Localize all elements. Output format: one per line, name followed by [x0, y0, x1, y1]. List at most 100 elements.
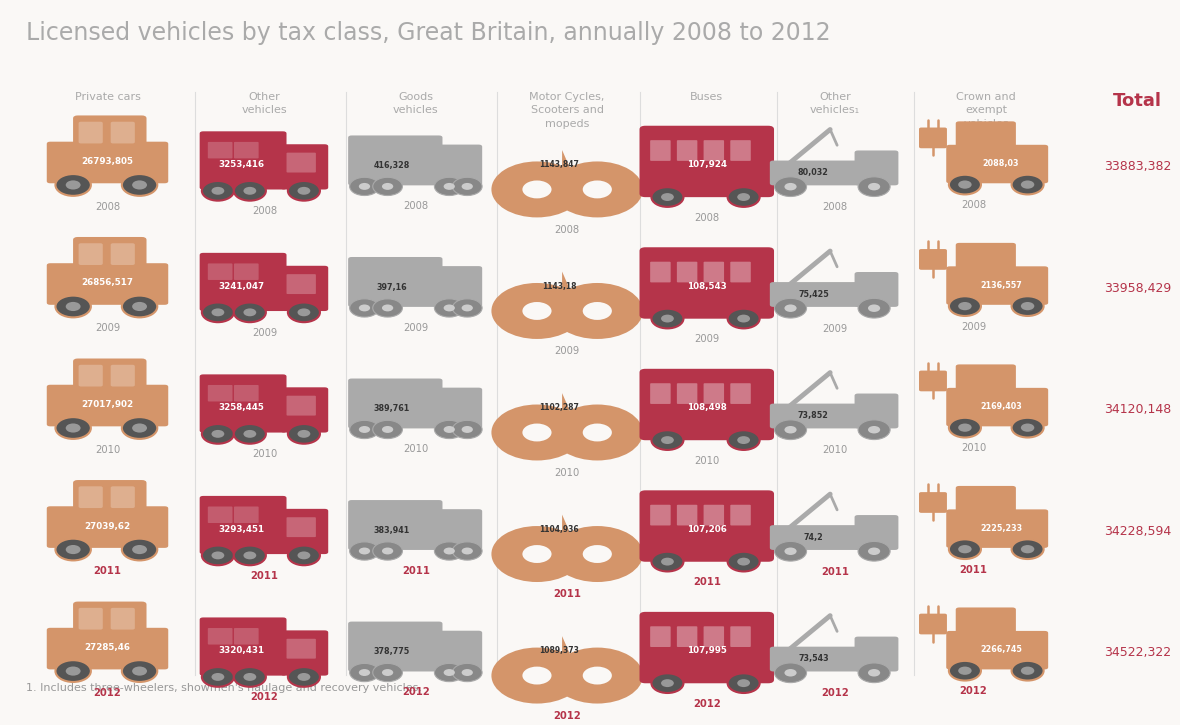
Circle shape: [1011, 175, 1043, 194]
FancyBboxPatch shape: [769, 282, 860, 307]
FancyBboxPatch shape: [677, 505, 697, 526]
Circle shape: [55, 296, 91, 318]
Text: 383,941: 383,941: [374, 526, 409, 534]
FancyBboxPatch shape: [640, 247, 774, 319]
Circle shape: [132, 302, 148, 311]
FancyBboxPatch shape: [79, 244, 103, 265]
FancyBboxPatch shape: [348, 136, 442, 186]
Circle shape: [774, 542, 807, 561]
Text: 2225,233: 2225,233: [979, 523, 1022, 533]
Circle shape: [1011, 418, 1043, 437]
FancyBboxPatch shape: [919, 492, 946, 513]
Circle shape: [373, 178, 402, 196]
Text: 33883,382: 33883,382: [1103, 160, 1171, 173]
FancyBboxPatch shape: [640, 369, 774, 440]
Circle shape: [523, 423, 551, 442]
Circle shape: [461, 426, 473, 433]
Text: 2012: 2012: [553, 710, 581, 721]
FancyBboxPatch shape: [946, 145, 1048, 183]
Text: 2008: 2008: [404, 202, 428, 211]
Text: 2008: 2008: [961, 200, 986, 210]
FancyBboxPatch shape: [730, 505, 750, 526]
Circle shape: [738, 679, 750, 687]
FancyBboxPatch shape: [287, 153, 316, 173]
Circle shape: [349, 542, 379, 560]
FancyBboxPatch shape: [234, 263, 258, 280]
Circle shape: [858, 420, 890, 439]
Circle shape: [234, 424, 266, 444]
Text: 1143,18: 1143,18: [542, 281, 576, 291]
FancyBboxPatch shape: [281, 630, 328, 676]
Circle shape: [858, 299, 890, 318]
Circle shape: [297, 430, 310, 438]
Circle shape: [434, 299, 464, 317]
Circle shape: [1021, 423, 1035, 432]
FancyBboxPatch shape: [437, 266, 483, 307]
Circle shape: [1021, 181, 1035, 188]
Circle shape: [373, 663, 402, 681]
FancyBboxPatch shape: [437, 144, 483, 186]
FancyBboxPatch shape: [234, 142, 258, 159]
Circle shape: [1021, 545, 1035, 553]
Text: 2011: 2011: [693, 577, 721, 587]
Circle shape: [1011, 297, 1043, 316]
Circle shape: [288, 181, 320, 201]
Circle shape: [66, 666, 80, 676]
FancyBboxPatch shape: [79, 486, 103, 508]
Circle shape: [452, 178, 483, 196]
Circle shape: [288, 667, 320, 687]
Circle shape: [132, 181, 148, 189]
FancyBboxPatch shape: [79, 608, 103, 629]
FancyBboxPatch shape: [703, 262, 725, 283]
Circle shape: [122, 539, 157, 560]
FancyBboxPatch shape: [730, 626, 750, 647]
Circle shape: [523, 302, 551, 320]
Circle shape: [583, 545, 612, 563]
Text: 107,924: 107,924: [687, 160, 727, 169]
Circle shape: [785, 304, 796, 312]
FancyBboxPatch shape: [199, 496, 287, 554]
FancyBboxPatch shape: [730, 262, 750, 283]
Text: 2011: 2011: [959, 565, 988, 575]
Circle shape: [202, 545, 234, 566]
FancyBboxPatch shape: [208, 263, 232, 280]
FancyBboxPatch shape: [677, 140, 697, 161]
Circle shape: [373, 420, 402, 439]
Circle shape: [552, 526, 643, 582]
Circle shape: [858, 663, 890, 683]
Circle shape: [949, 418, 981, 437]
Circle shape: [651, 309, 683, 328]
Circle shape: [349, 420, 379, 439]
Circle shape: [66, 423, 80, 433]
FancyBboxPatch shape: [730, 384, 750, 404]
FancyBboxPatch shape: [677, 626, 697, 647]
Text: 26793,805: 26793,805: [81, 157, 133, 166]
Text: 2008: 2008: [694, 212, 720, 223]
Circle shape: [958, 181, 971, 188]
FancyBboxPatch shape: [946, 266, 1048, 304]
Text: 2009: 2009: [822, 324, 847, 334]
Circle shape: [434, 178, 464, 196]
Circle shape: [444, 669, 455, 676]
Circle shape: [868, 304, 880, 312]
Circle shape: [132, 545, 148, 554]
FancyBboxPatch shape: [199, 131, 287, 189]
Text: 2011: 2011: [402, 566, 430, 576]
Text: 3293,451: 3293,451: [218, 525, 264, 534]
Circle shape: [382, 426, 393, 433]
Text: 2009: 2009: [253, 328, 277, 338]
Circle shape: [858, 542, 890, 561]
Circle shape: [359, 669, 371, 676]
Text: 2011: 2011: [250, 571, 278, 581]
Text: Motor Cycles,
Scooters and
mopeds: Motor Cycles, Scooters and mopeds: [530, 92, 605, 128]
Text: 2010: 2010: [555, 468, 579, 478]
Circle shape: [349, 178, 379, 196]
Text: 107,995: 107,995: [687, 646, 727, 655]
Circle shape: [949, 539, 981, 559]
Circle shape: [738, 436, 750, 444]
Circle shape: [55, 417, 91, 439]
Circle shape: [288, 302, 320, 322]
FancyBboxPatch shape: [854, 394, 898, 428]
Circle shape: [868, 669, 880, 676]
Circle shape: [297, 308, 310, 316]
